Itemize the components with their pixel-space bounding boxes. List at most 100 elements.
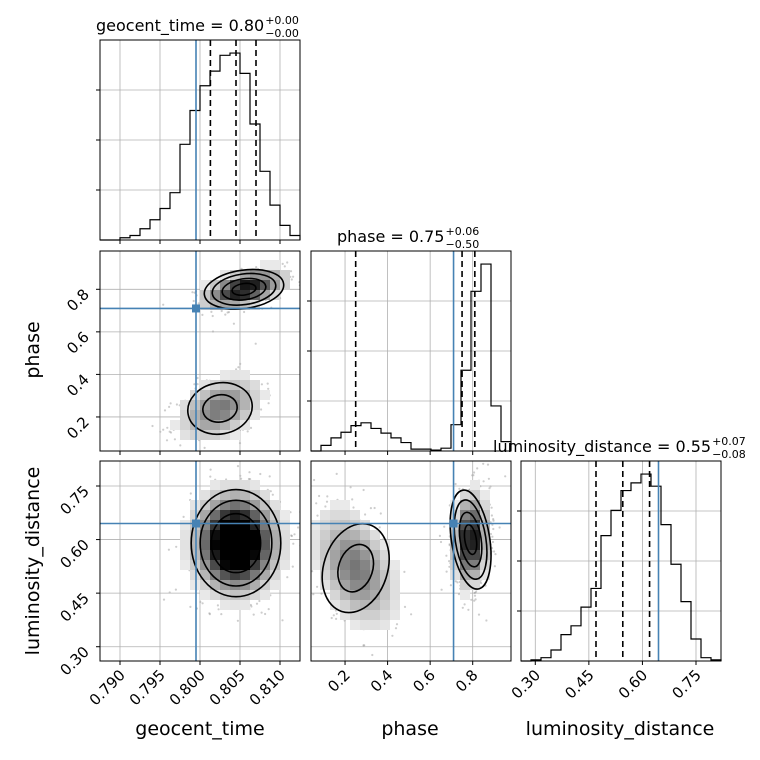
density-cell <box>210 530 220 540</box>
y-tick-label: 0.4 <box>63 371 93 401</box>
x-tick-label: 0.30 <box>508 666 544 702</box>
density-cell <box>220 520 230 530</box>
density-cell <box>270 560 280 570</box>
histogram-geocent-time <box>100 52 301 241</box>
sample-point <box>267 387 270 390</box>
sample-point <box>352 506 355 509</box>
density-cell <box>340 500 350 510</box>
density-cell <box>280 560 290 570</box>
sample-point <box>203 446 206 449</box>
density-cell <box>280 550 290 560</box>
x-tick-label: 0.6 <box>409 666 439 696</box>
density-cell <box>200 390 210 400</box>
density-cell <box>360 590 370 600</box>
sample-point <box>290 534 293 538</box>
sample-point <box>301 276 303 278</box>
sample-point <box>249 603 252 607</box>
sample-point <box>266 382 269 385</box>
sample-point <box>461 606 464 609</box>
sample-point <box>349 486 352 489</box>
sample-point <box>306 544 308 546</box>
density-cell <box>340 610 350 620</box>
density-cell <box>250 300 260 310</box>
sample-point <box>458 487 461 490</box>
density-cell <box>370 610 380 620</box>
density-cell <box>230 480 240 490</box>
sample-point <box>250 605 253 608</box>
density-cell <box>360 560 370 570</box>
density-cell <box>460 520 470 530</box>
density-cell <box>210 590 220 600</box>
sample-point <box>492 527 495 531</box>
density-cell <box>340 540 350 550</box>
density-cell <box>320 580 330 590</box>
density-cell <box>210 560 220 570</box>
contour-line <box>458 511 483 568</box>
density-cell <box>270 570 280 580</box>
sample-point <box>454 580 457 583</box>
density-cell <box>220 570 230 580</box>
sample-point <box>227 311 230 314</box>
sample-point <box>290 534 293 537</box>
density-cell <box>460 510 470 520</box>
density-cell <box>230 510 240 520</box>
contour-line <box>221 277 267 301</box>
sample-point <box>448 560 451 563</box>
title-geocent-time-sub: −0.00 <box>265 27 299 40</box>
density-cell <box>250 510 260 520</box>
density-cell <box>480 500 490 510</box>
sample-point <box>313 478 316 482</box>
truth-marker <box>192 519 200 528</box>
sample-point <box>174 452 176 454</box>
density-cell <box>240 520 250 530</box>
sample-point <box>473 594 477 597</box>
density-cell <box>390 560 400 570</box>
sample-point <box>301 505 303 507</box>
sample-point <box>173 438 176 441</box>
density-cell <box>450 560 460 570</box>
sample-point <box>224 313 227 316</box>
sample-point <box>211 314 214 318</box>
sample-point <box>492 519 495 522</box>
sample-point <box>490 514 493 517</box>
density-cell <box>210 290 220 300</box>
density-cell <box>180 520 190 530</box>
sample-point <box>470 598 473 601</box>
density-cell <box>240 540 250 550</box>
x-tick-label: 0.45 <box>561 666 597 702</box>
y-tick-label: 0.2 <box>63 413 93 443</box>
density-cell <box>220 540 230 550</box>
density-cell <box>240 390 250 400</box>
density-cell <box>230 490 240 500</box>
density-cell <box>340 520 350 530</box>
sample-point <box>474 598 477 601</box>
contour-line <box>211 272 277 306</box>
sample-point <box>307 531 309 533</box>
sample-point <box>220 613 223 616</box>
sample-point <box>335 612 338 615</box>
density-cell <box>270 270 280 280</box>
density-cell <box>470 490 480 500</box>
sample-point <box>162 428 165 431</box>
density-cell <box>190 530 200 540</box>
density-cell <box>220 420 230 430</box>
density-cell <box>270 500 280 510</box>
sample-point <box>191 291 194 294</box>
density-cell <box>180 400 190 410</box>
density-cell <box>220 380 230 390</box>
density-cell <box>350 570 360 580</box>
sample-point <box>267 608 270 611</box>
density-cell <box>390 570 400 580</box>
sample-point <box>491 540 495 544</box>
density-cell <box>280 530 290 540</box>
x-tick-label: 0.75 <box>668 666 704 702</box>
density-cell <box>380 600 390 610</box>
sample-point <box>232 322 235 325</box>
density-cell <box>470 560 480 570</box>
sample-point <box>255 602 259 605</box>
sample-point <box>268 475 271 478</box>
density-cell <box>230 390 240 400</box>
sample-point <box>246 430 249 433</box>
title-luminosity-distance: luminosity_distance = 0.55 <box>493 437 711 457</box>
sample-point <box>403 605 407 609</box>
